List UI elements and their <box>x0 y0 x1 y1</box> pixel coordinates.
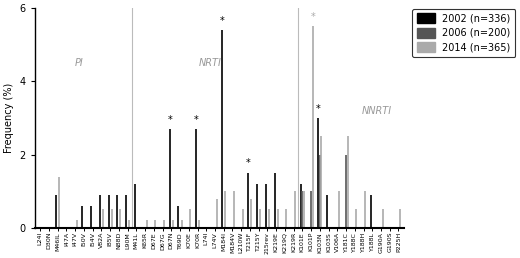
Text: NNRTI: NNRTI <box>361 106 392 116</box>
Text: *: * <box>220 16 225 26</box>
Text: *: * <box>193 115 198 125</box>
Text: NRTI: NRTI <box>199 58 222 68</box>
Text: *: * <box>316 103 321 114</box>
Text: *: * <box>246 158 251 168</box>
Text: *: * <box>310 12 315 22</box>
Y-axis label: Frequency (%): Frequency (%) <box>4 83 14 153</box>
Text: PI: PI <box>75 58 84 68</box>
Legend: 2002 (n=336), 2006 (n=200), 2014 (n=365): 2002 (n=336), 2006 (n=200), 2014 (n=365) <box>412 9 515 57</box>
Text: *: * <box>167 115 172 125</box>
